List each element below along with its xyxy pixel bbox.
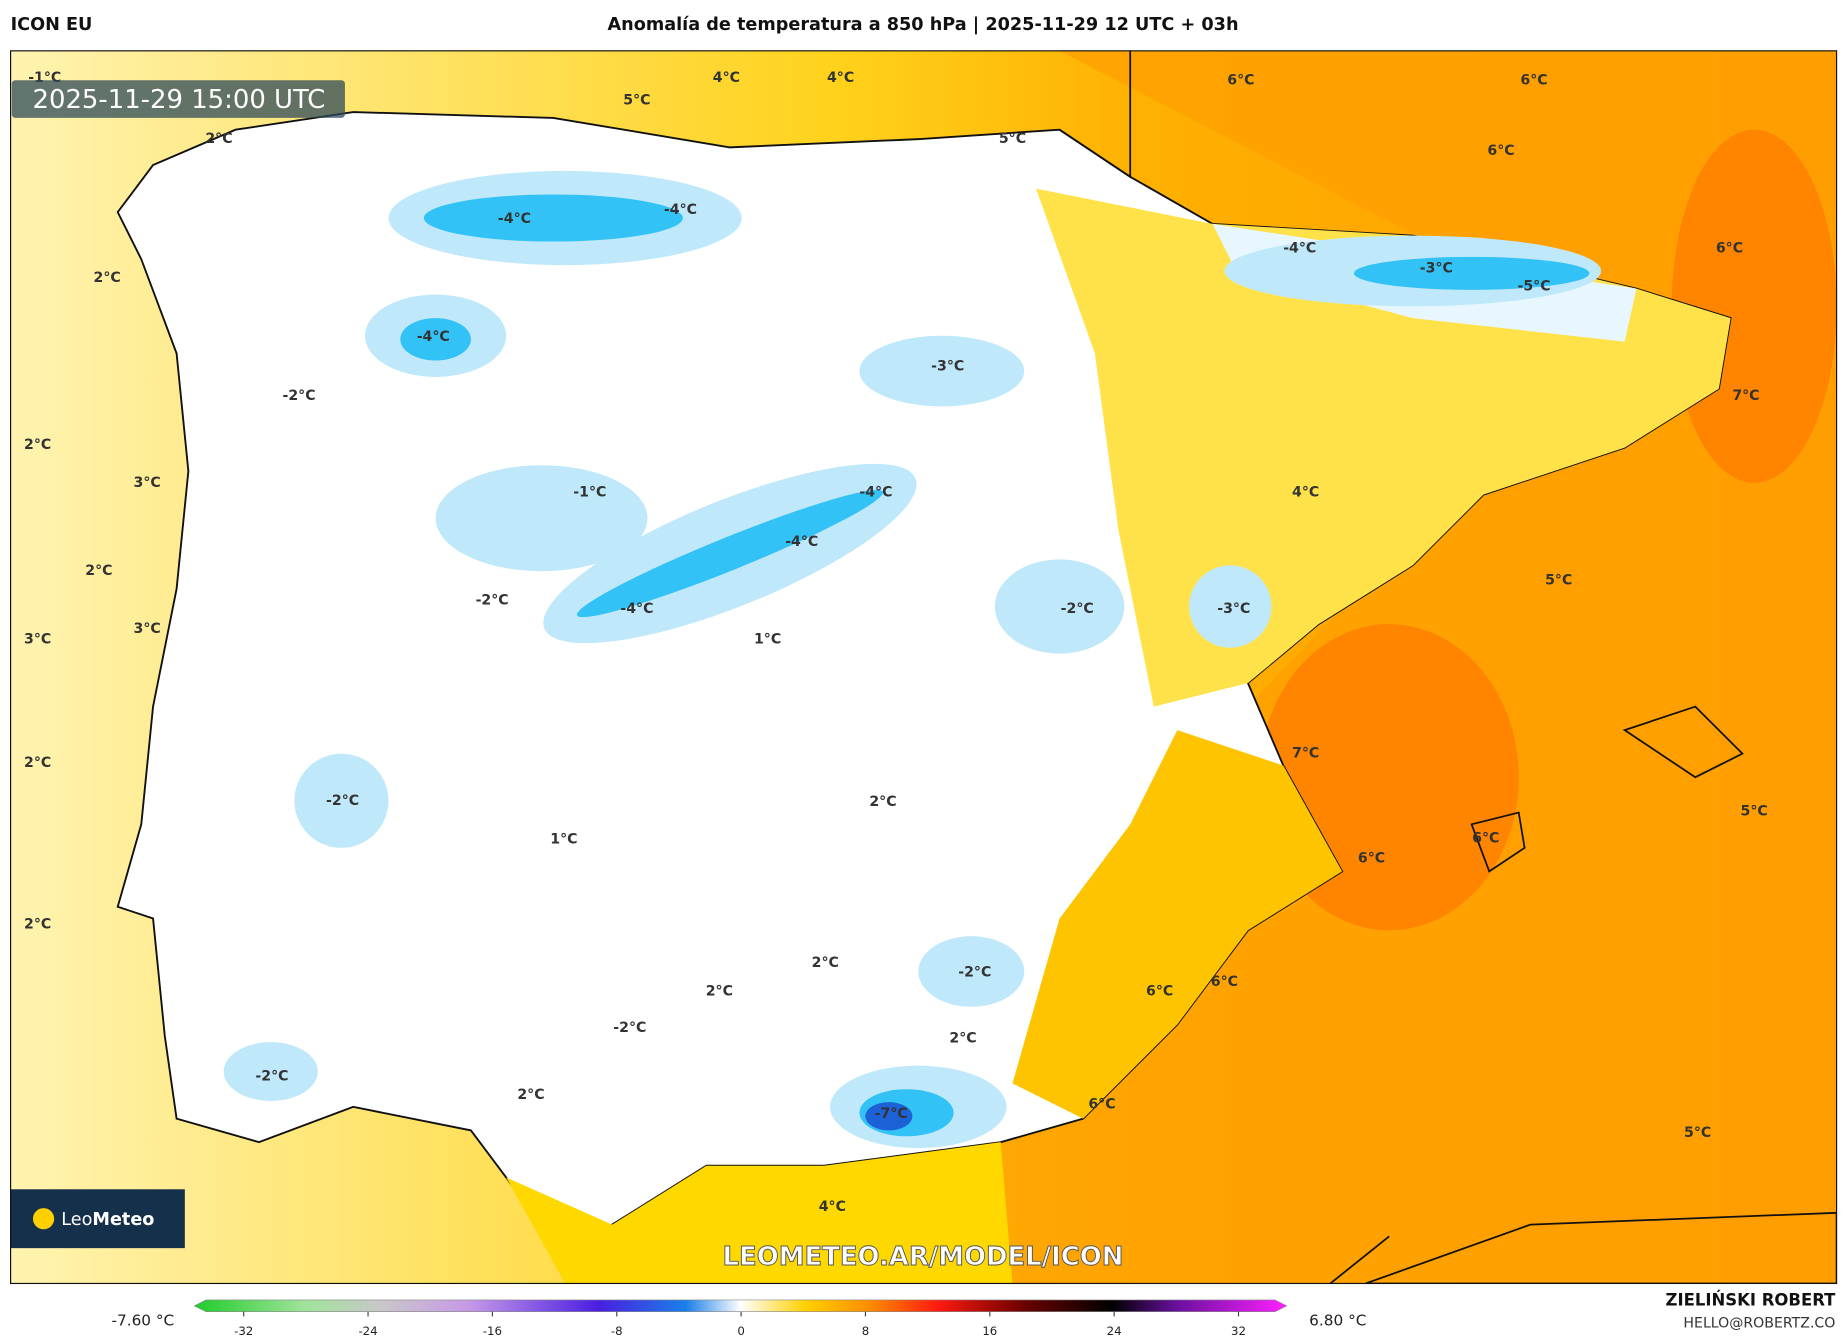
contour-label: -2°C <box>958 965 991 981</box>
colorbar-tick-label: -16 <box>483 1324 502 1338</box>
coastline <box>1365 705 1837 1284</box>
contour-label: 4°C <box>1292 484 1319 500</box>
contour-label: -5°C <box>1517 278 1550 294</box>
contour-label: -4°C <box>859 484 892 500</box>
contour-label: -2°C <box>613 1020 646 1036</box>
contour-label: 2°C <box>85 563 112 579</box>
contour-label: 6°C <box>1227 72 1254 88</box>
contour-label: 2°C <box>24 437 51 453</box>
contour-label: 4°C <box>819 1199 846 1215</box>
colorbar-max: 6.80 °C <box>1309 1312 1366 1330</box>
contour-label: 2°C <box>205 131 232 147</box>
colorbar-tick-label: 8 <box>862 1324 870 1338</box>
contour-label: -2°C <box>282 388 315 404</box>
contour-label: 2°C <box>94 270 121 286</box>
contact: HELLO@ROBERTZ.CO <box>1683 1315 1835 1331</box>
colorbar-tick-label: 16 <box>982 1324 997 1338</box>
contour-label: 6°C <box>1358 850 1385 866</box>
contour-label: 6°C <box>1472 830 1499 846</box>
contour-label: -4°C <box>498 211 531 227</box>
colorbar-bar <box>193 1299 1288 1313</box>
contour-label: 3°C <box>134 621 161 637</box>
contour-label: -4°C <box>1283 241 1316 257</box>
contour-label: -2°C <box>1061 601 1094 617</box>
contour-label: 5°C <box>1741 803 1768 819</box>
watermark: LEOMETEO.AR/MODEL/ICON <box>723 1242 1124 1272</box>
cold-peak <box>865 1102 913 1131</box>
warm-core <box>1671 129 1837 483</box>
contour-label: -2°C <box>326 793 359 809</box>
contour-label: 2°C <box>869 794 896 810</box>
contour-label: -7°C <box>875 1106 908 1122</box>
model-name: ICON EU <box>11 15 93 35</box>
warm-land <box>1012 730 1343 1119</box>
coastline <box>1059 50 1390 1284</box>
chart-title: Anomalía de temperatura a 850 hPa | 2025… <box>608 15 1239 35</box>
contour-label: 5°C <box>1684 1125 1711 1141</box>
contour-label: 5°C <box>1545 573 1572 589</box>
contour-label: 3°C <box>134 475 161 491</box>
contour-label: 6°C <box>1211 974 1238 990</box>
logo-light: Leo <box>61 1210 92 1230</box>
colorbar-tick-label: -32 <box>234 1324 253 1338</box>
cold-cores <box>400 194 1590 1137</box>
contour-label: -3°C <box>1420 261 1453 277</box>
map: -1°C 5°C 4°C 4°C 6°C 6°C 2°C 5°C 6°C -4°C -4°C -4°C… <box>10 50 1837 1284</box>
contour-label: 5°C <box>999 131 1026 147</box>
contour-label: 2°C <box>812 955 839 971</box>
contour-label: 6°C <box>1088 1097 1115 1113</box>
contour-label: -4°C <box>417 329 450 345</box>
map-frame <box>10 50 1838 1285</box>
contour-label: -4°C <box>620 601 653 617</box>
colorbar-tick-label: 0 <box>737 1324 745 1338</box>
contour-label: 6°C <box>1716 241 1743 257</box>
logo-sun <box>32 1208 55 1230</box>
contour-labels: -1°C 5°C 4°C 4°C 6°C 6°C 2°C 5°C 6°C -4°C -4°C -4°C… <box>24 70 1768 1215</box>
contour-label: 7°C <box>1732 388 1759 404</box>
logo: LeoMeteo <box>61 1210 154 1230</box>
contour-label: -1°C <box>573 484 606 500</box>
colorbar-tick-label: -8 <box>611 1324 623 1338</box>
warm-land <box>506 1142 1013 1284</box>
contour-label: 2°C <box>949 1031 976 1047</box>
contour-label: 2°C <box>706 983 733 999</box>
colorbar: -7.60 °C 6.80 °C -32 -24 -16 -8 0 8 16 24 32 <box>111 1299 1366 1338</box>
contour-label: 6°C <box>1520 72 1547 88</box>
contour-label: 5°C <box>623 92 650 108</box>
contour-label: 3°C <box>24 631 51 647</box>
contour-label: 2°C <box>24 755 51 771</box>
contour-label: 2°C <box>24 916 51 932</box>
contour-label: 6°C <box>1146 983 1173 999</box>
contour-label: 4°C <box>827 70 854 86</box>
contour-label: 1°C <box>550 832 577 848</box>
contour-label: 6°C <box>1487 143 1514 159</box>
contour-label: -3°C <box>1217 601 1250 617</box>
contour-label: -4°C <box>785 534 818 550</box>
colorbar-tick-label: 32 <box>1231 1324 1246 1338</box>
timestamp: 2025-11-29 15:00 UTC <box>33 85 326 115</box>
timestamp-box <box>11 80 345 118</box>
colorbar-tick-label: -24 <box>358 1324 377 1338</box>
contour-label: -3°C <box>931 358 964 374</box>
contour-label: -2°C <box>255 1068 288 1084</box>
contour-label: 2°C <box>517 1087 544 1103</box>
colorbar-tick-label: 24 <box>1107 1324 1122 1338</box>
contour-label: 4°C <box>713 70 740 86</box>
colorbar-min: -7.60 °C <box>111 1312 174 1330</box>
contour-label: -2°C <box>476 593 509 609</box>
logo-bold: Meteo <box>92 1210 154 1230</box>
contour-label: 7°C <box>1292 746 1319 762</box>
contour-label: -4°C <box>664 202 697 218</box>
author: ZIELIŃSKI ROBERT <box>1666 1291 1837 1310</box>
contour-label: 1°C <box>754 631 781 647</box>
